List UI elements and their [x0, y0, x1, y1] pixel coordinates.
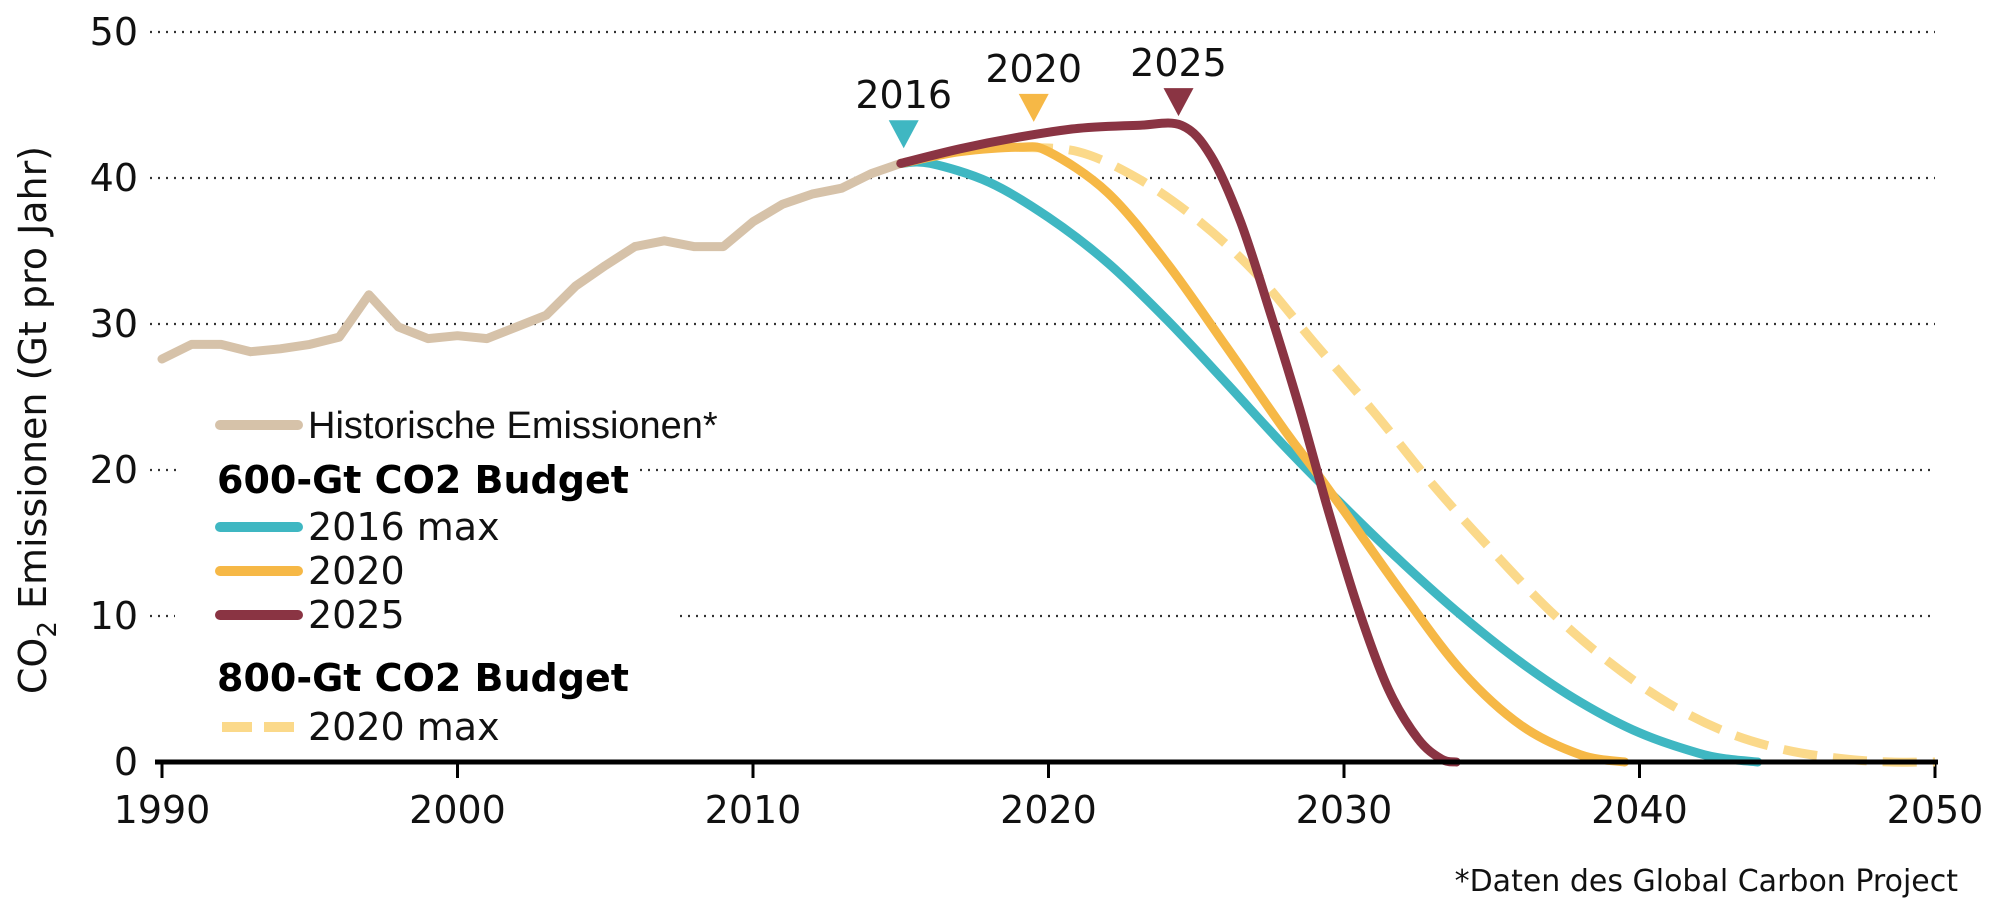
y-tick-10: 10 [90, 594, 138, 638]
legend-label-hist: Historische Emissionen* [308, 405, 718, 447]
peak-markers: 2016 2020 2025 [855, 41, 1227, 149]
y-tick-20: 20 [90, 448, 138, 492]
series-line-2020 [896, 142, 1630, 767]
peak-marker-2020 [1018, 93, 1049, 122]
x-tick-2050: 2050 [1887, 788, 1984, 832]
peak-marker-2016 [888, 120, 919, 149]
peak-label-2025: 2025 [1130, 41, 1227, 85]
y-axis-label: CO2 Emissionen (Gt pro Jahr) [11, 146, 63, 694]
legend-label-2016max: 2016 max [308, 505, 500, 549]
x-tick-2000: 2000 [409, 788, 506, 832]
y-tick-40: 40 [90, 156, 138, 200]
series-line-historische-emissionen [157, 158, 906, 364]
legend-group2-title: 800-Gt CO2 Budget [217, 656, 629, 700]
x-tick-labels: 1990 2000 2010 2020 2030 2040 2050 [114, 762, 1984, 832]
legend: Historische Emissionen* 600-Gt CO2 Budge… [215, 405, 718, 749]
series-lines [157, 118, 1936, 767]
x-tick-2030: 2030 [1296, 788, 1393, 832]
y-tick-50: 50 [90, 10, 138, 54]
x-tick-2020: 2020 [1000, 788, 1097, 832]
peak-marker-2025 [1163, 88, 1194, 117]
series-line-2025 [896, 118, 1461, 767]
series-line-2020-max [1018, 142, 1936, 767]
legend-label-2025: 2025 [308, 593, 405, 637]
legend-label-2020max: 2020 max [308, 705, 500, 749]
y-tick-0: 0 [114, 740, 138, 784]
x-tick-2010: 2010 [705, 788, 802, 832]
y-tick-30: 30 [90, 302, 138, 346]
legend-label-2020: 2020 [308, 549, 405, 593]
gridlines [150, 30, 1935, 618]
x-tick-2040: 2040 [1591, 788, 1688, 832]
peak-label-2020: 2020 [985, 47, 1082, 91]
legend-group1-title: 600-Gt CO2 Budget [217, 458, 629, 502]
footnote: *Daten des Global Carbon Project [1455, 864, 1959, 899]
x-tick-1990: 1990 [114, 788, 211, 832]
peak-label-2016: 2016 [855, 73, 952, 117]
y-tick-labels: 0 10 20 30 40 50 [90, 10, 138, 784]
